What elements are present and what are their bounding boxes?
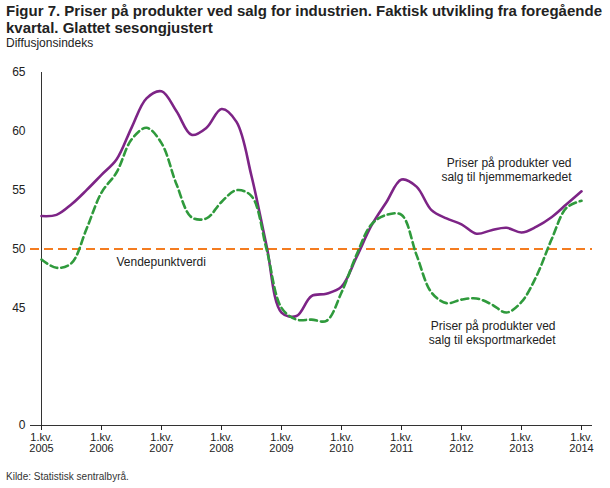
svg-text:1.kv.2011: 1.kv.2011 [390,431,414,454]
html-text:Diffusjonsindeks: Diffusjonsindeks [6,36,94,50]
svg-text:1.kv.2008: 1.kv.2008 [209,431,233,454]
svg-text:1.kv.2006: 1.kv.2006 [89,431,113,454]
svg-text:1.kv.2014: 1.kv.2014 [569,431,593,454]
svg-text:65: 65 [12,65,26,79]
svg-text:1.kv.2007: 1.kv.2007 [149,431,173,454]
svg-text:1.kv.2009: 1.kv.2009 [269,431,293,454]
svg-text:Vendepunktverdi: Vendepunktverdi [117,255,206,269]
svg-text:Priser på produkter vedsalg ti: Priser på produkter vedsalg til hjemmema… [441,156,572,184]
svg-text:1.kv.2013: 1.kv.2013 [509,431,533,454]
svg-text:55: 55 [12,183,26,197]
html-text:Figur 7. Priser på produkter v: Figur 7. Priser på produkter ved salg fo… [6,2,602,36]
svg-text:1.kv.2010: 1.kv.2010 [329,431,353,454]
html-text:Kilde: Statistisk sentralbyrå.: Kilde: Statistisk sentralbyrå. [6,471,129,482]
svg-text:0: 0 [19,418,26,432]
svg-text:50: 50 [12,242,26,256]
svg-text:1.kv.2005: 1.kv.2005 [29,431,53,454]
svg-text:1.kv.2012: 1.kv.2012 [449,431,473,454]
svg-text:Priser på produkter vedsalg ti: Priser på produkter vedsalg til eksportm… [429,319,556,347]
svg-text:60: 60 [12,124,26,138]
svg-text:45: 45 [12,301,26,315]
